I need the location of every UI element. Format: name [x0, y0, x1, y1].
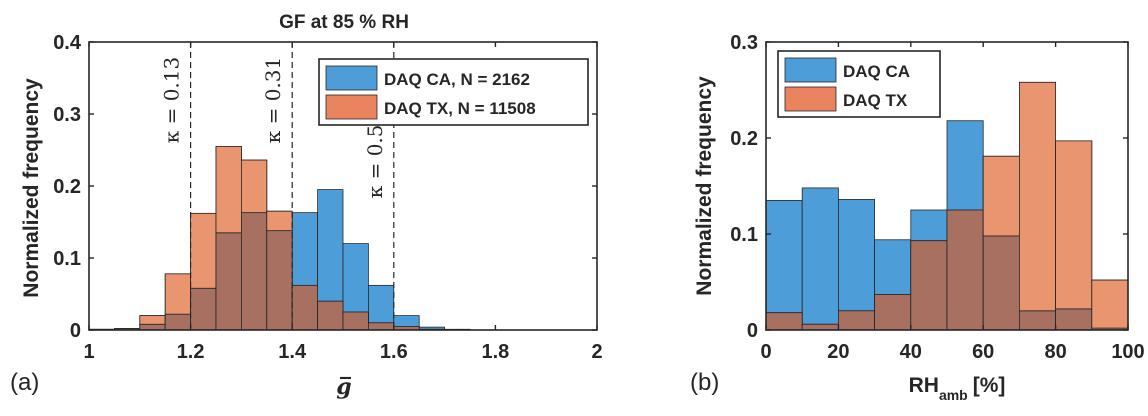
panel-a-ylabel: Normalized frequency — [20, 78, 43, 298]
panel-b-ticks: 0 20 40 60 80 100 0 0.1 0.2 0.3 — [730, 32, 1145, 363]
bar-overlap-6 — [982, 235, 1020, 331]
bar-overlap-5 — [946, 209, 984, 331]
ytick-label-2: 0.2 — [730, 128, 758, 150]
xtick-label-5: 2 — [591, 341, 602, 363]
bar-overlap-1 — [801, 323, 839, 331]
legend-label-tx-b: DAQ TX — [843, 91, 908, 110]
bar-overlap-2 — [838, 310, 876, 331]
xtick-label-0: 1 — [83, 341, 94, 363]
ytick-label-1: 0.1 — [730, 224, 758, 246]
ytick-label-0: 0 — [747, 320, 758, 342]
ytick-label-1: 0.1 — [53, 248, 81, 270]
xlabel-main: RH — [909, 374, 939, 397]
ytick-label-3: 0.3 — [53, 104, 81, 126]
bar-overlap-8 — [291, 284, 319, 331]
xtick-label-3: 1.6 — [380, 341, 408, 363]
bar-overlap-10 — [342, 311, 369, 331]
panel-a-label: (a) — [10, 369, 39, 396]
xtick-label-1: 20 — [827, 341, 849, 363]
bar-tx-top-4 — [190, 212, 217, 289]
panel-b-label: (b) — [690, 369, 719, 396]
bar-tx-top-3 — [164, 273, 191, 315]
panel-a-kappa-lines — [190, 42, 395, 330]
panel-a-series-tx — [88, 145, 446, 331]
xlabel-unit: [%] — [973, 374, 1006, 397]
bar-overlap-3 — [874, 294, 912, 331]
xtick-label-2: 40 — [900, 341, 922, 363]
legend-label-ca: DAQ CA, N = 2162 — [384, 70, 530, 89]
ytick-label-2: 0.2 — [53, 176, 81, 198]
ytick-label-3: 0.3 — [730, 32, 758, 54]
panel-a: GF at 85 % RH Normalized frequency κ = 0… — [10, 12, 603, 400]
panel-b-legend: DAQ CA DAQ TX — [777, 50, 941, 118]
bar-tx-top-8 — [1055, 140, 1093, 310]
xtick-label-3: 60 — [972, 341, 994, 363]
legend-label-ca-b: DAQ CA — [843, 62, 910, 81]
bar-tx-top-2 — [139, 315, 166, 325]
bar-overlap-8 — [1055, 308, 1093, 331]
panel-a-kappa-labels: κ = 0.13 κ = 0.31 κ = 0.55 — [160, 57, 387, 199]
legend-label-tx: DAQ TX, N = 11508 — [384, 99, 536, 118]
xtick-label-4: 80 — [1044, 341, 1066, 363]
ytick-label-4: 0.4 — [53, 32, 82, 54]
bar-overlap-7 — [1019, 310, 1057, 331]
bar-overlap-11 — [367, 322, 395, 331]
xtick-label-5: 100 — [1111, 341, 1144, 363]
xtick-label-0: 0 — [760, 341, 771, 363]
legend-swatch-ca — [325, 65, 378, 91]
bar-overlap-6 — [240, 212, 268, 331]
bar-overlap-3 — [164, 313, 191, 331]
panel-b-axes-box — [765, 41, 1129, 331]
panel-a-title: GF at 85 % RH — [279, 12, 409, 33]
panel-a-ticks: 1 1.2 1.4 1.6 1.8 2 0 0.1 0.2 0.3 0.4 — [53, 32, 602, 363]
panel-b-ylabel: Normalized frequency — [693, 76, 716, 296]
panel-b-xlabel: RHamb [%] — [909, 374, 1006, 403]
bar-tx-top-7 — [1019, 81, 1057, 312]
bar-overlap-0 — [765, 312, 803, 331]
legend-swatch-tx-b — [784, 86, 837, 112]
xlabel-sub: amb — [939, 387, 968, 403]
bar-tx-top-5 — [215, 145, 242, 234]
xtick-label-2: 1.4 — [278, 341, 307, 363]
bar-ca-1 — [801, 187, 839, 331]
kappa-label-2: κ = 0.55 — [363, 112, 387, 199]
bar-overlap-5 — [215, 232, 242, 331]
kappa-label-0: κ = 0.13 — [160, 57, 184, 144]
legend-swatch-ca-b — [784, 57, 837, 83]
bar-overlap-4 — [190, 287, 217, 331]
bar-tx-top-7 — [266, 210, 293, 232]
bar-tx-top-6 — [982, 155, 1020, 237]
bar-ca-0 — [765, 199, 803, 331]
bar-overlap-7 — [266, 230, 293, 331]
kappa-label-1: κ = 0.31 — [261, 57, 285, 144]
legend-swatch-tx — [325, 94, 378, 120]
ytick-label-0: 0 — [70, 320, 81, 342]
panel-a-xlabel: g̅ — [336, 374, 351, 400]
panel-b-series-tx — [765, 81, 1129, 331]
xtick-label-1: 1.2 — [177, 341, 205, 363]
panel-a-legend: DAQ CA, N = 2162 DAQ TX, N = 11508 — [318, 58, 589, 126]
bar-tx-top-6 — [240, 159, 268, 214]
bar-overlap-9 — [317, 300, 344, 331]
bar-overlap-2 — [139, 323, 166, 331]
bar-tx-top-9 — [1091, 279, 1129, 329]
bar-overlap-4 — [910, 240, 948, 331]
panel-b: Normalized frequency 0 20 40 60 80 100 0 0.1 0.2… — [690, 32, 1145, 403]
xtick-label-4: 1.8 — [481, 341, 509, 363]
